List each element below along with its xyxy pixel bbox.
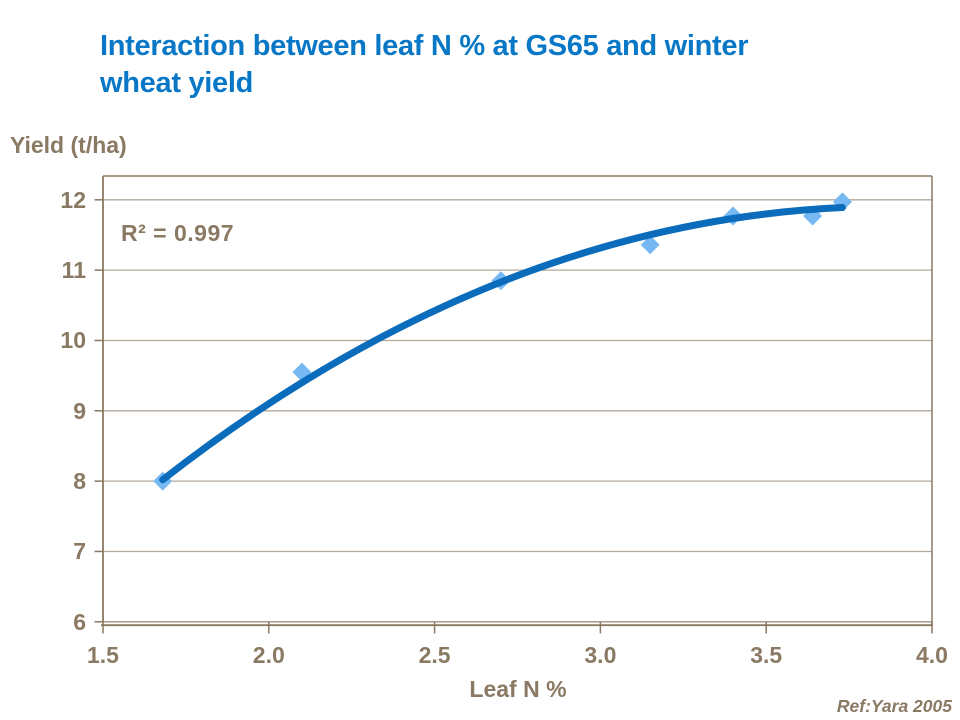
y-tick-label-8: 8 xyxy=(73,468,86,495)
x-tick-label-1.5: 1.5 xyxy=(87,642,119,668)
trendline-curve xyxy=(159,204,846,484)
x-tick-label-2.5: 2.5 xyxy=(418,642,451,668)
y-tick-label-9: 9 xyxy=(73,397,86,424)
chart-title: Interaction between leaf N % at GS65 and… xyxy=(100,28,880,102)
y-axis-title: Yield (t/ha) xyxy=(10,132,127,158)
x-tick-label-2.0: 2.0 xyxy=(252,642,285,668)
x-axis-title: Leaf N % xyxy=(469,676,567,702)
x-tick-label-4.0: 4.0 xyxy=(916,642,948,668)
y-tick-label-7: 7 xyxy=(73,538,86,565)
data-point-marker xyxy=(640,235,660,255)
r-squared-annotation: R² = 0.997 xyxy=(121,220,235,246)
y-tick-label-6: 6 xyxy=(73,608,86,635)
y-tick-label-11: 11 xyxy=(61,257,86,284)
y-tick-label-10: 10 xyxy=(60,327,86,354)
chart-title-line-2: wheat yield xyxy=(100,67,254,99)
x-tick-label-3.0: 3.0 xyxy=(584,642,617,668)
y-tick-label-12: 12 xyxy=(60,186,86,213)
reference-note: Ref:Yara 2005 xyxy=(836,696,952,716)
chart-title-line-1: Interaction between leaf N % at GS65 and… xyxy=(100,30,749,62)
x-tick-label-3.5: 3.5 xyxy=(750,642,783,668)
